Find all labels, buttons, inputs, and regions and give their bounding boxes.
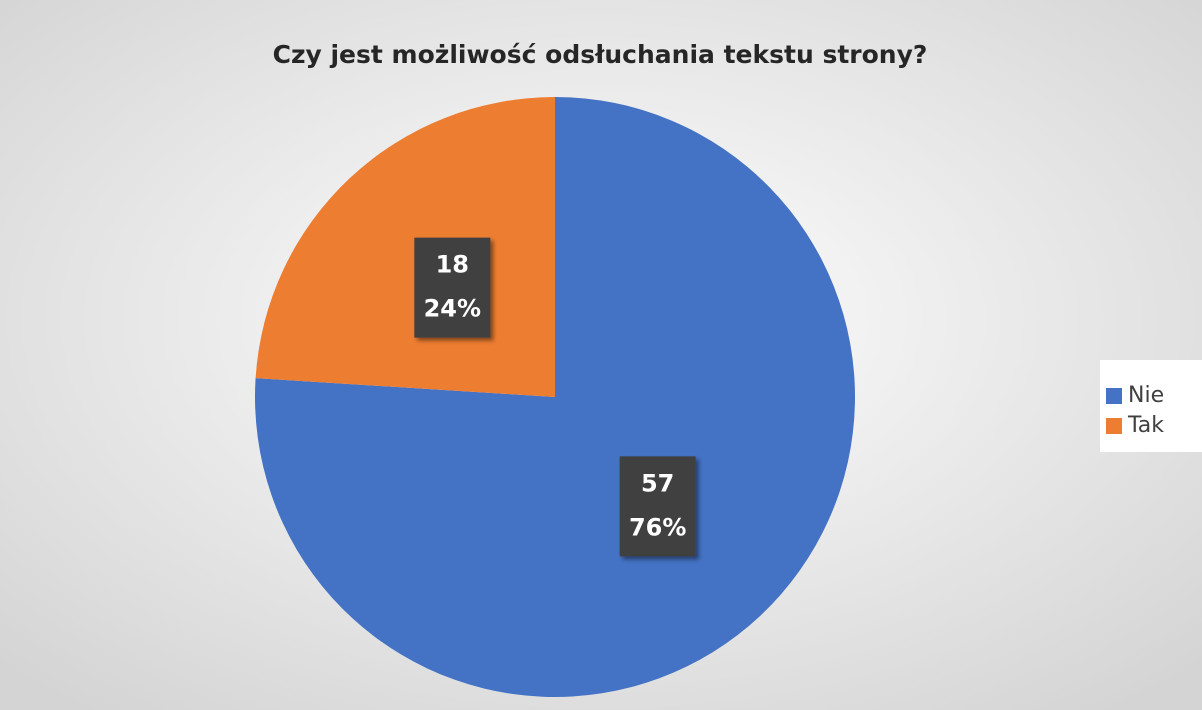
- chart-title: Czy jest możliwość odsłuchania tekstu st…: [273, 40, 928, 69]
- pie-slice: [254, 97, 856, 698]
- legend-label: Tak: [1127, 413, 1164, 438]
- data-label-percent: 24%: [424, 295, 481, 323]
- legend-swatch: [1106, 388, 1122, 404]
- data-label-box: [414, 237, 491, 338]
- legend-label: Nie: [1128, 383, 1164, 408]
- data-label-percent: 76%: [629, 513, 686, 541]
- legend-box: [1100, 360, 1202, 452]
- legend-swatch: [1106, 418, 1122, 434]
- data-label-value: 57: [641, 469, 674, 497]
- data-label-value: 18: [436, 251, 469, 279]
- data-label-box: [619, 456, 696, 557]
